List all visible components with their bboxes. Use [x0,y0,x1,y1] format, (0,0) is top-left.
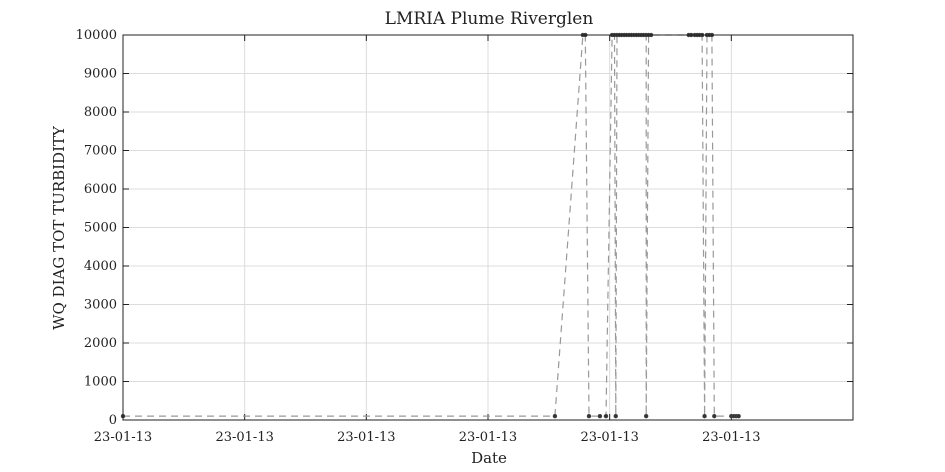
y-tick-label: 6000 [84,182,117,197]
y-tick-label: 9000 [84,67,117,82]
y-tick-label: 8000 [84,105,117,120]
data-point [552,413,558,419]
x-tick-label: 23-01-13 [215,430,273,445]
series [120,32,741,419]
data-point [597,413,603,419]
x-tick-label: 23-01-13 [459,430,517,445]
y-tick-label: 4000 [84,259,117,274]
y-tick-label: 7000 [84,144,117,159]
data-point [712,413,717,419]
series-line [123,34,739,417]
x-tick-label: 23-01-13 [580,430,638,445]
y-tick-label: 0 [109,413,117,428]
y-tick-label: 10000 [76,28,117,43]
data-point [702,413,707,419]
x-tick-label: 23-01-13 [94,430,152,445]
ticks: 0 1000 2000 3000 4000 5000 6000 7000 8000 9000 100… [76,28,853,445]
y-tick-label: 5000 [84,221,117,236]
y-tick-label: 3000 [84,298,117,313]
data-point [603,413,609,419]
x-tick-label: 23-01-13 [337,430,395,445]
data-point [586,413,592,419]
plot-frame [122,34,854,421]
y-axis-label: WQ DIAG TOT TURBIDITY [50,125,68,330]
data-point [736,413,741,419]
data-point [613,413,618,419]
y-tick-label: 1000 [84,375,117,390]
y-tick-label: 2000 [84,336,117,351]
x-axis-label: Date [471,449,507,467]
grid [122,34,853,421]
x-tick-label: 23-01-13 [702,430,760,445]
data-point [643,413,649,419]
chart-title: LMRIA Plume Riverglen [385,9,594,29]
